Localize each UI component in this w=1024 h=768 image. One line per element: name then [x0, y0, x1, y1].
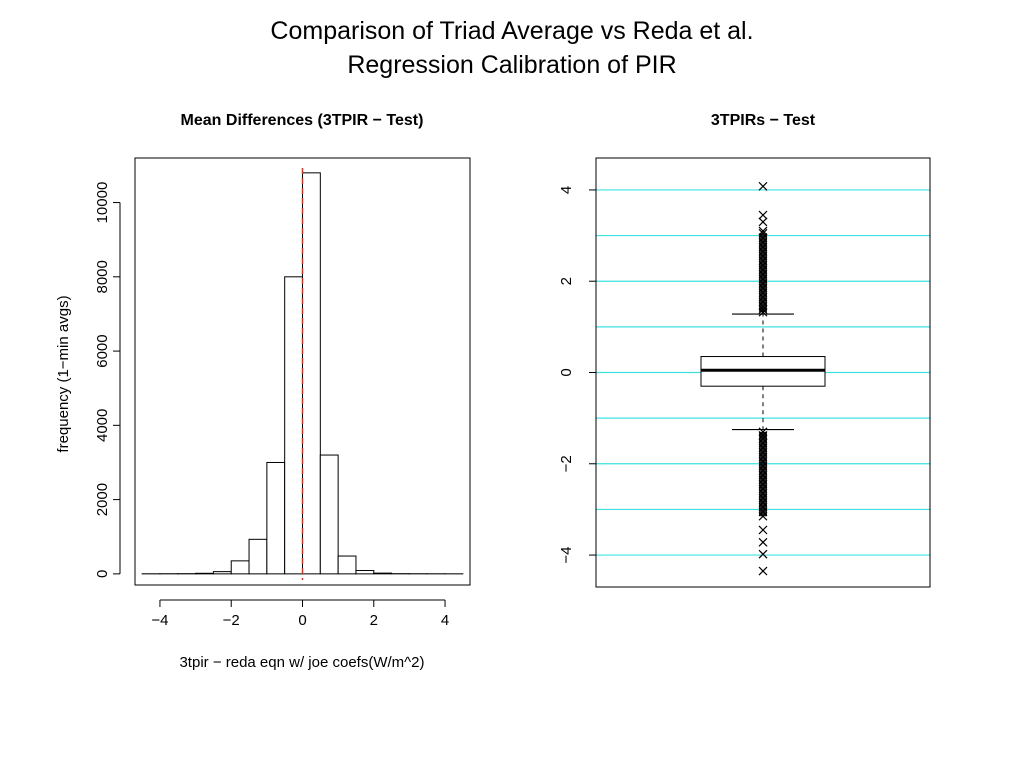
histogram-x-tick-label: −2 — [223, 612, 240, 629]
histogram-bar — [355, 570, 375, 575]
boxplot-y-tick-label: 4 — [558, 186, 575, 194]
boxplot-outlier-point — [758, 537, 768, 547]
histogram-y-tick-label: 10000 — [94, 182, 111, 224]
histogram-y-tick-label: 6000 — [94, 334, 111, 367]
boxplot-outlier-stroke — [758, 549, 768, 559]
histogram-bar — [230, 560, 250, 575]
histogram-x-tick-label: 0 — [298, 612, 306, 629]
slide-title-line-2: Regression Calibration of PIR — [347, 51, 677, 79]
boxplot-outlier-stroke — [758, 537, 768, 547]
histogram-plot-frame — [134, 157, 471, 586]
histogram-bar — [212, 571, 232, 575]
boxplot-outlier-point — [758, 525, 768, 535]
histogram-y-tick-label: 0 — [94, 570, 111, 578]
histogram-x-tick-label: 2 — [370, 612, 378, 629]
histogram-bar — [284, 276, 303, 575]
boxplot-outlier-point — [758, 210, 768, 220]
histogram-bar — [248, 538, 268, 575]
boxplot-y-tick-label: 2 — [558, 277, 575, 285]
histogram-bar — [373, 572, 393, 575]
boxplot-y-tick-label: 0 — [558, 368, 575, 376]
histogram-bar — [337, 555, 357, 575]
boxplot-panel: 3TPIRs − Test −4 −2 0 2 4 — [558, 112, 931, 588]
boxplot-outlier-point — [758, 549, 768, 559]
histogram-x-axis-label: 3tpir − reda eqn w/ joe coefs(W/m^2) — [179, 654, 424, 671]
histogram-x-tick-label: 4 — [441, 612, 449, 629]
histogram-y-tick-label: 2000 — [94, 483, 111, 516]
histogram-y-axis-label: frequency (1−min avgs) — [55, 295, 72, 452]
histogram-bar — [302, 172, 321, 575]
slide-title-line-1: Comparison of Triad Average vs Reda et a… — [270, 17, 754, 45]
boxplot-title: 3TPIRs − Test — [711, 112, 816, 129]
boxplot-outlier-stroke — [758, 181, 768, 191]
histogram-bar — [195, 572, 214, 575]
slide-title: Comparison of Triad Average vs Reda et a… — [0, 14, 1024, 82]
histogram-panel: Mean Differences (3TPIR − Test) 3tpir − … — [55, 112, 471, 671]
boxplot-outlier-point — [758, 566, 768, 576]
histogram-title: Mean Differences (3TPIR − Test) — [181, 112, 424, 129]
boxplot-outlier-band-lower — [759, 431, 767, 517]
boxplot-outlier-band-upper — [759, 233, 767, 313]
boxplot-outlier-stroke — [758, 217, 768, 227]
boxplot-y-tick-label: −2 — [558, 455, 575, 472]
boxplot-outlier-point — [758, 181, 768, 191]
boxplot-y-tick-label: −4 — [558, 546, 575, 563]
histogram-y-tick-label: 8000 — [94, 260, 111, 293]
boxplot-outlier-stroke — [758, 210, 768, 220]
boxplot-outlier-stroke — [758, 566, 768, 576]
histogram-y-tick-label: 4000 — [94, 409, 111, 442]
histogram-bar — [266, 461, 286, 575]
histogram-x-tick-label: −4 — [151, 612, 168, 629]
boxplot-outlier-point — [758, 217, 768, 227]
histogram-bar — [319, 454, 339, 575]
boxplot-outlier-stroke — [758, 525, 768, 535]
